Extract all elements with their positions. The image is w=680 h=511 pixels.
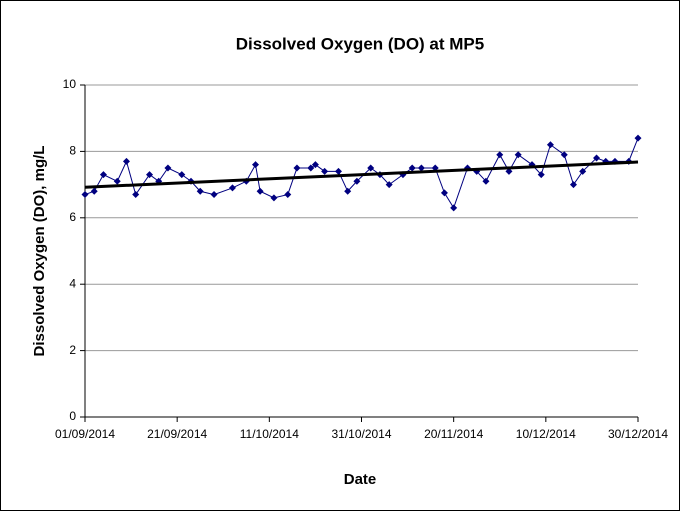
y-tick-label: 0 [69, 409, 76, 423]
y-tick-label: 2 [69, 343, 76, 357]
x-tick-label: 21/09/2014 [147, 427, 207, 441]
data-point [122, 157, 130, 165]
data-point [408, 164, 416, 172]
data-point [307, 164, 315, 172]
x-tick-label: 31/10/2014 [331, 427, 391, 441]
data-point [252, 161, 260, 169]
trendline [84, 160, 639, 189]
data-point [496, 151, 504, 159]
data-point [569, 181, 577, 189]
x-axis-label: Date [344, 471, 377, 488]
data-point [196, 187, 204, 195]
data-point [334, 167, 342, 175]
data-point [546, 141, 554, 149]
data-point [210, 191, 218, 199]
data-point [178, 171, 186, 179]
data-point [505, 167, 513, 175]
data-point [440, 189, 448, 197]
x-tick-label: 10/12/2014 [516, 427, 576, 441]
data-point [344, 187, 352, 195]
y-tick-label: 8 [69, 144, 76, 158]
data-point [164, 164, 172, 172]
data-point [284, 191, 292, 199]
data-point [311, 161, 319, 169]
data-point [270, 194, 278, 202]
data-point [367, 164, 375, 172]
data-point [353, 177, 361, 185]
data-point [450, 204, 458, 212]
x-tick-label: 01/09/2014 [55, 427, 115, 441]
data-point [385, 181, 393, 189]
data-point [146, 171, 154, 179]
data-point [99, 171, 107, 179]
data-point [593, 154, 601, 162]
data-point [514, 151, 522, 159]
y-tick-label: 6 [69, 210, 76, 224]
data-point [537, 171, 545, 179]
data-point [113, 177, 121, 185]
y-tick-label: 10 [63, 77, 77, 91]
x-tick-label: 30/12/2014 [608, 427, 668, 441]
chart-title: Dissolved Oxygen (DO) at MP5 [236, 34, 484, 53]
data-point [482, 177, 490, 185]
data-point [560, 151, 568, 159]
data-point [417, 164, 425, 172]
data-point [579, 167, 587, 175]
data-point [228, 184, 236, 192]
x-tick-label: 11/10/2014 [240, 427, 299, 441]
y-tick-label: 4 [69, 276, 76, 290]
data-point [90, 187, 98, 195]
data-point [132, 191, 140, 199]
data-point [634, 134, 642, 142]
y-axis-label: Dissolved Oxygen (DO), mg/L [31, 146, 48, 357]
data-point [321, 167, 329, 175]
data-point [256, 187, 264, 195]
data-point [293, 164, 301, 172]
data-point [81, 191, 89, 199]
x-tick-label: 20/11/2014 [424, 427, 483, 441]
